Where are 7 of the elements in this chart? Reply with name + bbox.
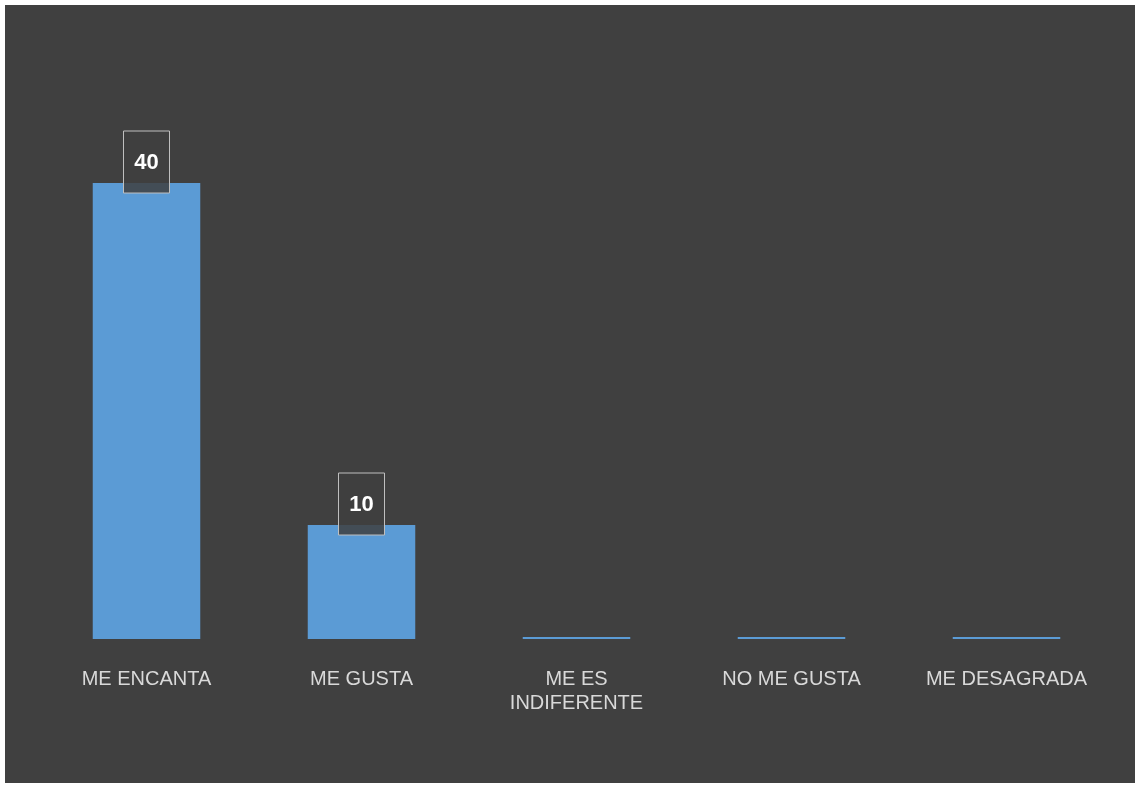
x-tick-label: NO ME GUSTA bbox=[722, 666, 862, 689]
x-tick-label: ME ES INDIFERENTE bbox=[509, 666, 644, 713]
x-tick-label: ME ENCANTA bbox=[81, 666, 212, 689]
data-label: 10 bbox=[349, 491, 374, 517]
x-tick-label: ME DESAGRADA bbox=[925, 666, 1088, 689]
data-label: 40 bbox=[134, 149, 159, 175]
x-tick-label: ME GUSTA bbox=[310, 666, 414, 689]
